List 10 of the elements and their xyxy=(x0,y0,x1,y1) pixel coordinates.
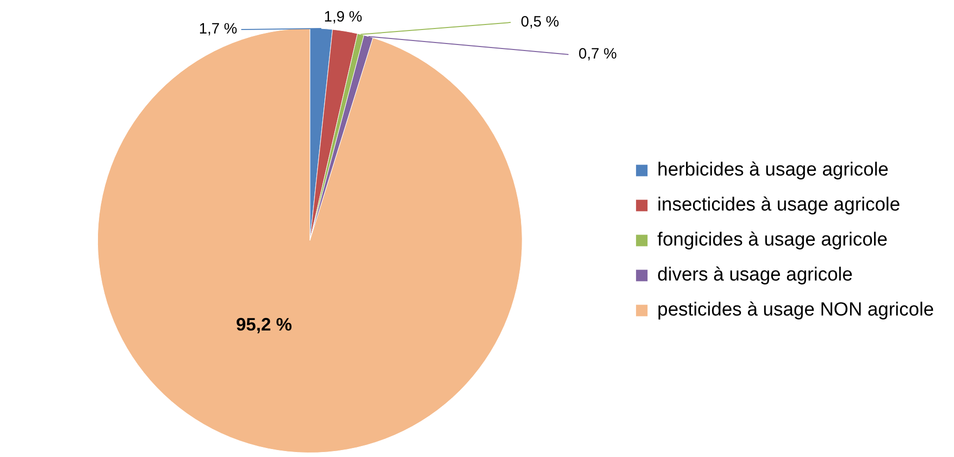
data-label: 0,5 % xyxy=(520,14,560,31)
data-label: 0,7 % xyxy=(578,46,617,63)
data-label: 1,7 % xyxy=(198,20,238,38)
data-label: 1,9 % xyxy=(324,8,362,26)
legend-label: pesticides à usage NON agricole xyxy=(657,300,934,321)
legend-label: insecticides à usage agricole xyxy=(657,194,900,216)
data-label: 95,2 % xyxy=(236,314,292,334)
legend-label: fongicides à usage agricole xyxy=(657,230,888,251)
legend-label: divers à usage agricole xyxy=(657,264,853,286)
legend-label: herbicides à usage agricole xyxy=(657,160,889,181)
